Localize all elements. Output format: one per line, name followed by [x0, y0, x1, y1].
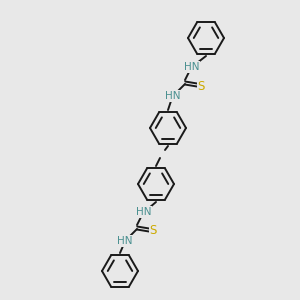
Text: HN: HN — [136, 207, 152, 217]
Text: S: S — [149, 224, 157, 238]
Text: HN: HN — [117, 236, 133, 246]
Text: HN: HN — [165, 91, 181, 101]
Text: S: S — [197, 80, 205, 92]
Text: HN: HN — [184, 62, 200, 72]
